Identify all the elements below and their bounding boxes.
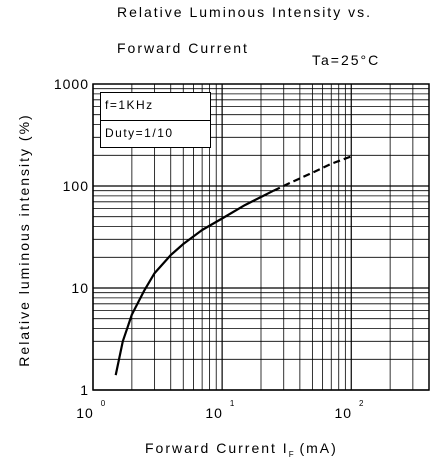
plot-frame: [92, 83, 430, 391]
x-tick-exponent: 0: [101, 399, 106, 408]
curves: [114, 155, 352, 376]
y-tick-label: 1000: [54, 76, 89, 92]
y-tick-label: 100: [63, 178, 89, 194]
y-tick-label: 10: [71, 280, 89, 296]
y-tick-label: 1: [80, 382, 89, 398]
x-tick-exponent: 1: [230, 399, 235, 408]
legend-box: f=1KHz Duty=1/10: [100, 92, 211, 148]
series-line-dashed: [273, 155, 352, 192]
x-axis-label-unit: (mA): [293, 440, 338, 456]
x-tick-exponent: 2: [359, 399, 364, 408]
series-line-solid: [114, 189, 274, 376]
legend-duty: Duty=1/10: [105, 126, 174, 140]
temperature-condition: Ta=25°C: [312, 52, 381, 68]
x-tick-label: 10: [76, 405, 94, 421]
legend-frequency: f=1KHz: [105, 98, 154, 112]
legend-divider: [101, 120, 210, 121]
x-axis-label-subscript: F: [288, 449, 294, 459]
chart-title-line1: Relative Luminous Intensity vs.: [117, 4, 372, 20]
y-axis-label: Relative luminous intensity (%): [16, 113, 32, 367]
x-axis-label-main: Forward Current I: [145, 440, 289, 456]
x-axis-label: Forward Current IF (mA): [145, 440, 338, 459]
x-tick-label: 10: [334, 405, 352, 421]
x-tick-label: 10: [205, 405, 223, 421]
chart-title-line2: Forward Current: [117, 40, 249, 56]
